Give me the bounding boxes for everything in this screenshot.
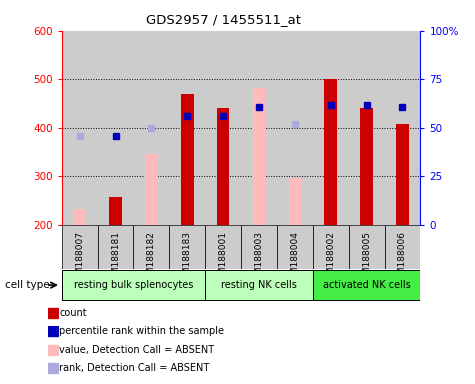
Text: cell type: cell type [5, 280, 49, 290]
Bar [241, 31, 277, 225]
Bar [74, 209, 86, 225]
Bar [385, 225, 420, 269]
Text: GSM188005: GSM188005 [362, 231, 371, 286]
Bar [170, 31, 205, 225]
Bar [145, 154, 158, 225]
Bar [205, 31, 241, 225]
Bar [62, 270, 205, 300]
Bar [324, 79, 337, 225]
Bar [133, 31, 170, 225]
Bar [313, 31, 349, 225]
Bar [289, 178, 301, 225]
Text: resting NK cells: resting NK cells [221, 280, 297, 290]
Text: resting bulk splenocytes: resting bulk splenocytes [74, 280, 193, 290]
Text: activated NK cells: activated NK cells [323, 280, 410, 290]
Bar [349, 225, 385, 269]
Bar [396, 124, 408, 225]
Bar [361, 108, 373, 225]
Bar [349, 31, 385, 225]
Text: GSM188007: GSM188007 [75, 231, 84, 286]
Bar [62, 225, 98, 269]
Text: rank, Detection Call = ABSENT: rank, Detection Call = ABSENT [59, 363, 209, 373]
Bar [98, 225, 133, 269]
Bar [205, 270, 313, 300]
Text: GSM188002: GSM188002 [326, 231, 335, 286]
Text: percentile rank within the sample: percentile rank within the sample [59, 326, 224, 336]
Bar [62, 31, 98, 225]
Bar [313, 270, 420, 300]
Text: GDS2957 / 1455511_at: GDS2957 / 1455511_at [146, 13, 301, 26]
Text: GSM188182: GSM188182 [147, 231, 156, 286]
Bar [217, 108, 229, 225]
Text: value, Detection Call = ABSENT: value, Detection Call = ABSENT [59, 345, 215, 355]
Bar [277, 225, 313, 269]
Text: GSM188181: GSM188181 [111, 231, 120, 286]
Bar [253, 88, 265, 225]
Text: GSM188003: GSM188003 [255, 231, 264, 286]
Bar [313, 225, 349, 269]
Bar [109, 197, 122, 225]
Bar [241, 225, 277, 269]
Text: GSM188183: GSM188183 [183, 231, 192, 286]
Text: GSM188006: GSM188006 [398, 231, 407, 286]
Bar [385, 31, 420, 225]
Bar [181, 94, 193, 225]
Bar [277, 31, 313, 225]
Bar [98, 31, 133, 225]
Bar [170, 225, 205, 269]
Text: GSM188001: GSM188001 [218, 231, 228, 286]
Bar [205, 225, 241, 269]
Text: count: count [59, 308, 87, 318]
Text: GSM188004: GSM188004 [290, 231, 299, 286]
Bar [133, 225, 170, 269]
